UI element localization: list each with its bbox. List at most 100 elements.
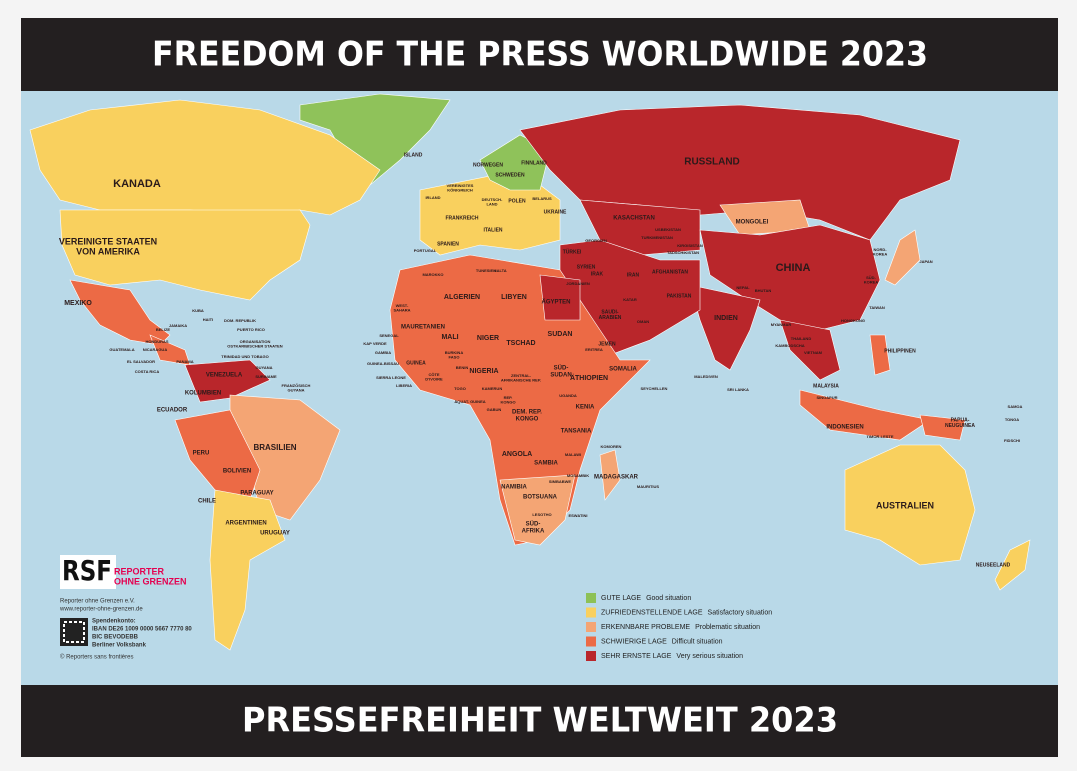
country-label: PORTUGAL xyxy=(414,248,437,253)
india xyxy=(689,284,761,371)
madagascar xyxy=(599,449,621,501)
country-label: FRANZÖSISCH xyxy=(282,383,311,388)
country-label: KÖNIGREICH xyxy=(447,188,473,193)
country-label: MAURETANIEN xyxy=(401,325,445,331)
country-label: TAIWAN xyxy=(869,305,885,310)
country-label: D'IVOIRE xyxy=(425,377,443,382)
country-label: KAMBODSCHA xyxy=(775,343,804,348)
country-label: TADSCHIKISTAN xyxy=(667,250,699,255)
country-label: INDONESIEN xyxy=(826,425,863,431)
country-label: ANGOLA xyxy=(502,451,532,458)
country-label: SIMBABWE xyxy=(549,479,572,484)
country-label: TUNESIEN xyxy=(476,268,496,273)
country-label: IRLAND xyxy=(425,195,440,200)
publisher-line: www.reporter-ohne-grenzen.de xyxy=(59,607,143,613)
donation-line: Berliner Volksbank xyxy=(92,643,147,649)
country-label: COSTA RICA xyxy=(135,369,160,374)
country-label: BENIN xyxy=(456,365,469,370)
legend-description: Very serious situation xyxy=(676,653,743,660)
country-label: CÔTE xyxy=(428,372,439,377)
country-label: UGANDA xyxy=(559,393,577,398)
country-label: RUSSLAND xyxy=(684,157,740,168)
country-label: PAPUA- xyxy=(951,417,970,423)
country-label: VIETNAM xyxy=(804,350,823,355)
country-label: MADAGASKAR xyxy=(594,475,639,481)
country-label: KONGO xyxy=(500,400,515,405)
country-label: SOMALIA xyxy=(609,367,637,373)
country-label: PUERTO RICO xyxy=(237,327,265,332)
country-label: TSCHAD xyxy=(506,340,535,347)
country-label: KONGO xyxy=(516,416,539,422)
country-label: AFRIKANISCHE REP. xyxy=(501,378,541,383)
header-title: FREEDOM OF THE PRESS WORLDWIDE 2023 xyxy=(152,35,928,75)
japan xyxy=(884,229,921,286)
country-label: KIRGISISTAN xyxy=(677,243,703,248)
country-label: LIBERIA xyxy=(396,383,412,388)
country-label: POLEN xyxy=(508,198,526,204)
country-label: KANADA xyxy=(113,178,161,190)
country-label: SENEGAL xyxy=(379,333,399,338)
country-label: PERU xyxy=(193,451,210,457)
scandinavia xyxy=(479,134,551,191)
country-label: NEUSEELAND xyxy=(976,562,1011,568)
country-label: GAMBIA xyxy=(375,350,391,355)
country-label: ERITREA xyxy=(585,347,603,352)
country-label: JEMEN xyxy=(598,341,616,347)
country-label: KOLUMBIEN xyxy=(185,391,221,397)
country-label: PANAMA xyxy=(176,359,193,364)
indonesia xyxy=(799,389,931,441)
country-label: TOGO xyxy=(454,386,466,391)
country-label: KAP VERDE xyxy=(363,341,387,346)
country-label: BOLIVIEN xyxy=(223,469,251,475)
country-label: ÄTHIOPIEN xyxy=(570,374,608,382)
country-label: SÜD- xyxy=(526,521,541,528)
country-label: GABUN xyxy=(487,407,502,412)
country-label: VON AMERIKA xyxy=(76,247,140,257)
southern-cone xyxy=(209,489,286,651)
country-label: VEREINIGTES xyxy=(447,183,474,188)
australia xyxy=(844,444,976,566)
country-label: PHILIPPINEN xyxy=(884,348,916,354)
country-label: GUYANA xyxy=(288,388,305,393)
country-label: NIGER xyxy=(477,335,499,342)
country-label: MYANMAR xyxy=(771,322,792,327)
country-label: NEUGUINEA xyxy=(945,423,975,429)
country-label: INDIEN xyxy=(714,315,738,322)
country-label: USBEKISTAN xyxy=(655,227,681,232)
egypt xyxy=(539,274,581,321)
country-label: MALAWI xyxy=(565,452,581,457)
country-label: PARAGUAY xyxy=(240,491,273,497)
country-label: SÜD- xyxy=(866,275,876,280)
legend-label: ERKENNBARE PROBLEME xyxy=(601,624,690,631)
country-label: FASO xyxy=(449,355,460,360)
legend-swatch xyxy=(586,622,596,632)
logo: RSF xyxy=(62,554,112,587)
country-label: DEUTSCH- xyxy=(482,197,503,202)
country-label: KUBA xyxy=(192,308,204,313)
header-bar xyxy=(21,18,1058,91)
legend-description: Problematic situation xyxy=(695,624,760,631)
country-label: KOREA xyxy=(864,280,879,285)
country-label: NORWEGEN xyxy=(473,162,503,168)
country-label: MALAYSIA xyxy=(813,383,839,389)
country-label: SCHWEDEN xyxy=(495,172,525,178)
legend-description: Satisfactory situation xyxy=(708,609,773,616)
legend-swatch xyxy=(586,651,596,661)
country-label: KATAR xyxy=(623,297,637,302)
country-label: SINGAPUR xyxy=(816,395,837,400)
country-label: AFGHANISTAN xyxy=(652,269,688,275)
country-label: TÜRKEI xyxy=(563,248,582,255)
logo-box xyxy=(60,555,116,589)
country-label: TURKMENISTAN xyxy=(641,235,673,240)
country-label: HAITI xyxy=(203,317,213,322)
country-label: BRASILIEN xyxy=(253,443,296,452)
new-zealand xyxy=(994,539,1031,591)
usa xyxy=(59,209,311,301)
country-label: SAMOA xyxy=(1008,404,1023,409)
legend-label: ZUFRIEDENSTELLENDE LAGE xyxy=(601,609,703,616)
country-label: MEXIKO xyxy=(64,300,92,307)
country-label: KASACHSTAN xyxy=(613,216,655,222)
country-label: FIDSCHI xyxy=(1004,438,1020,443)
country-label: OSTKARIBISCHER STAATEN xyxy=(227,344,283,349)
